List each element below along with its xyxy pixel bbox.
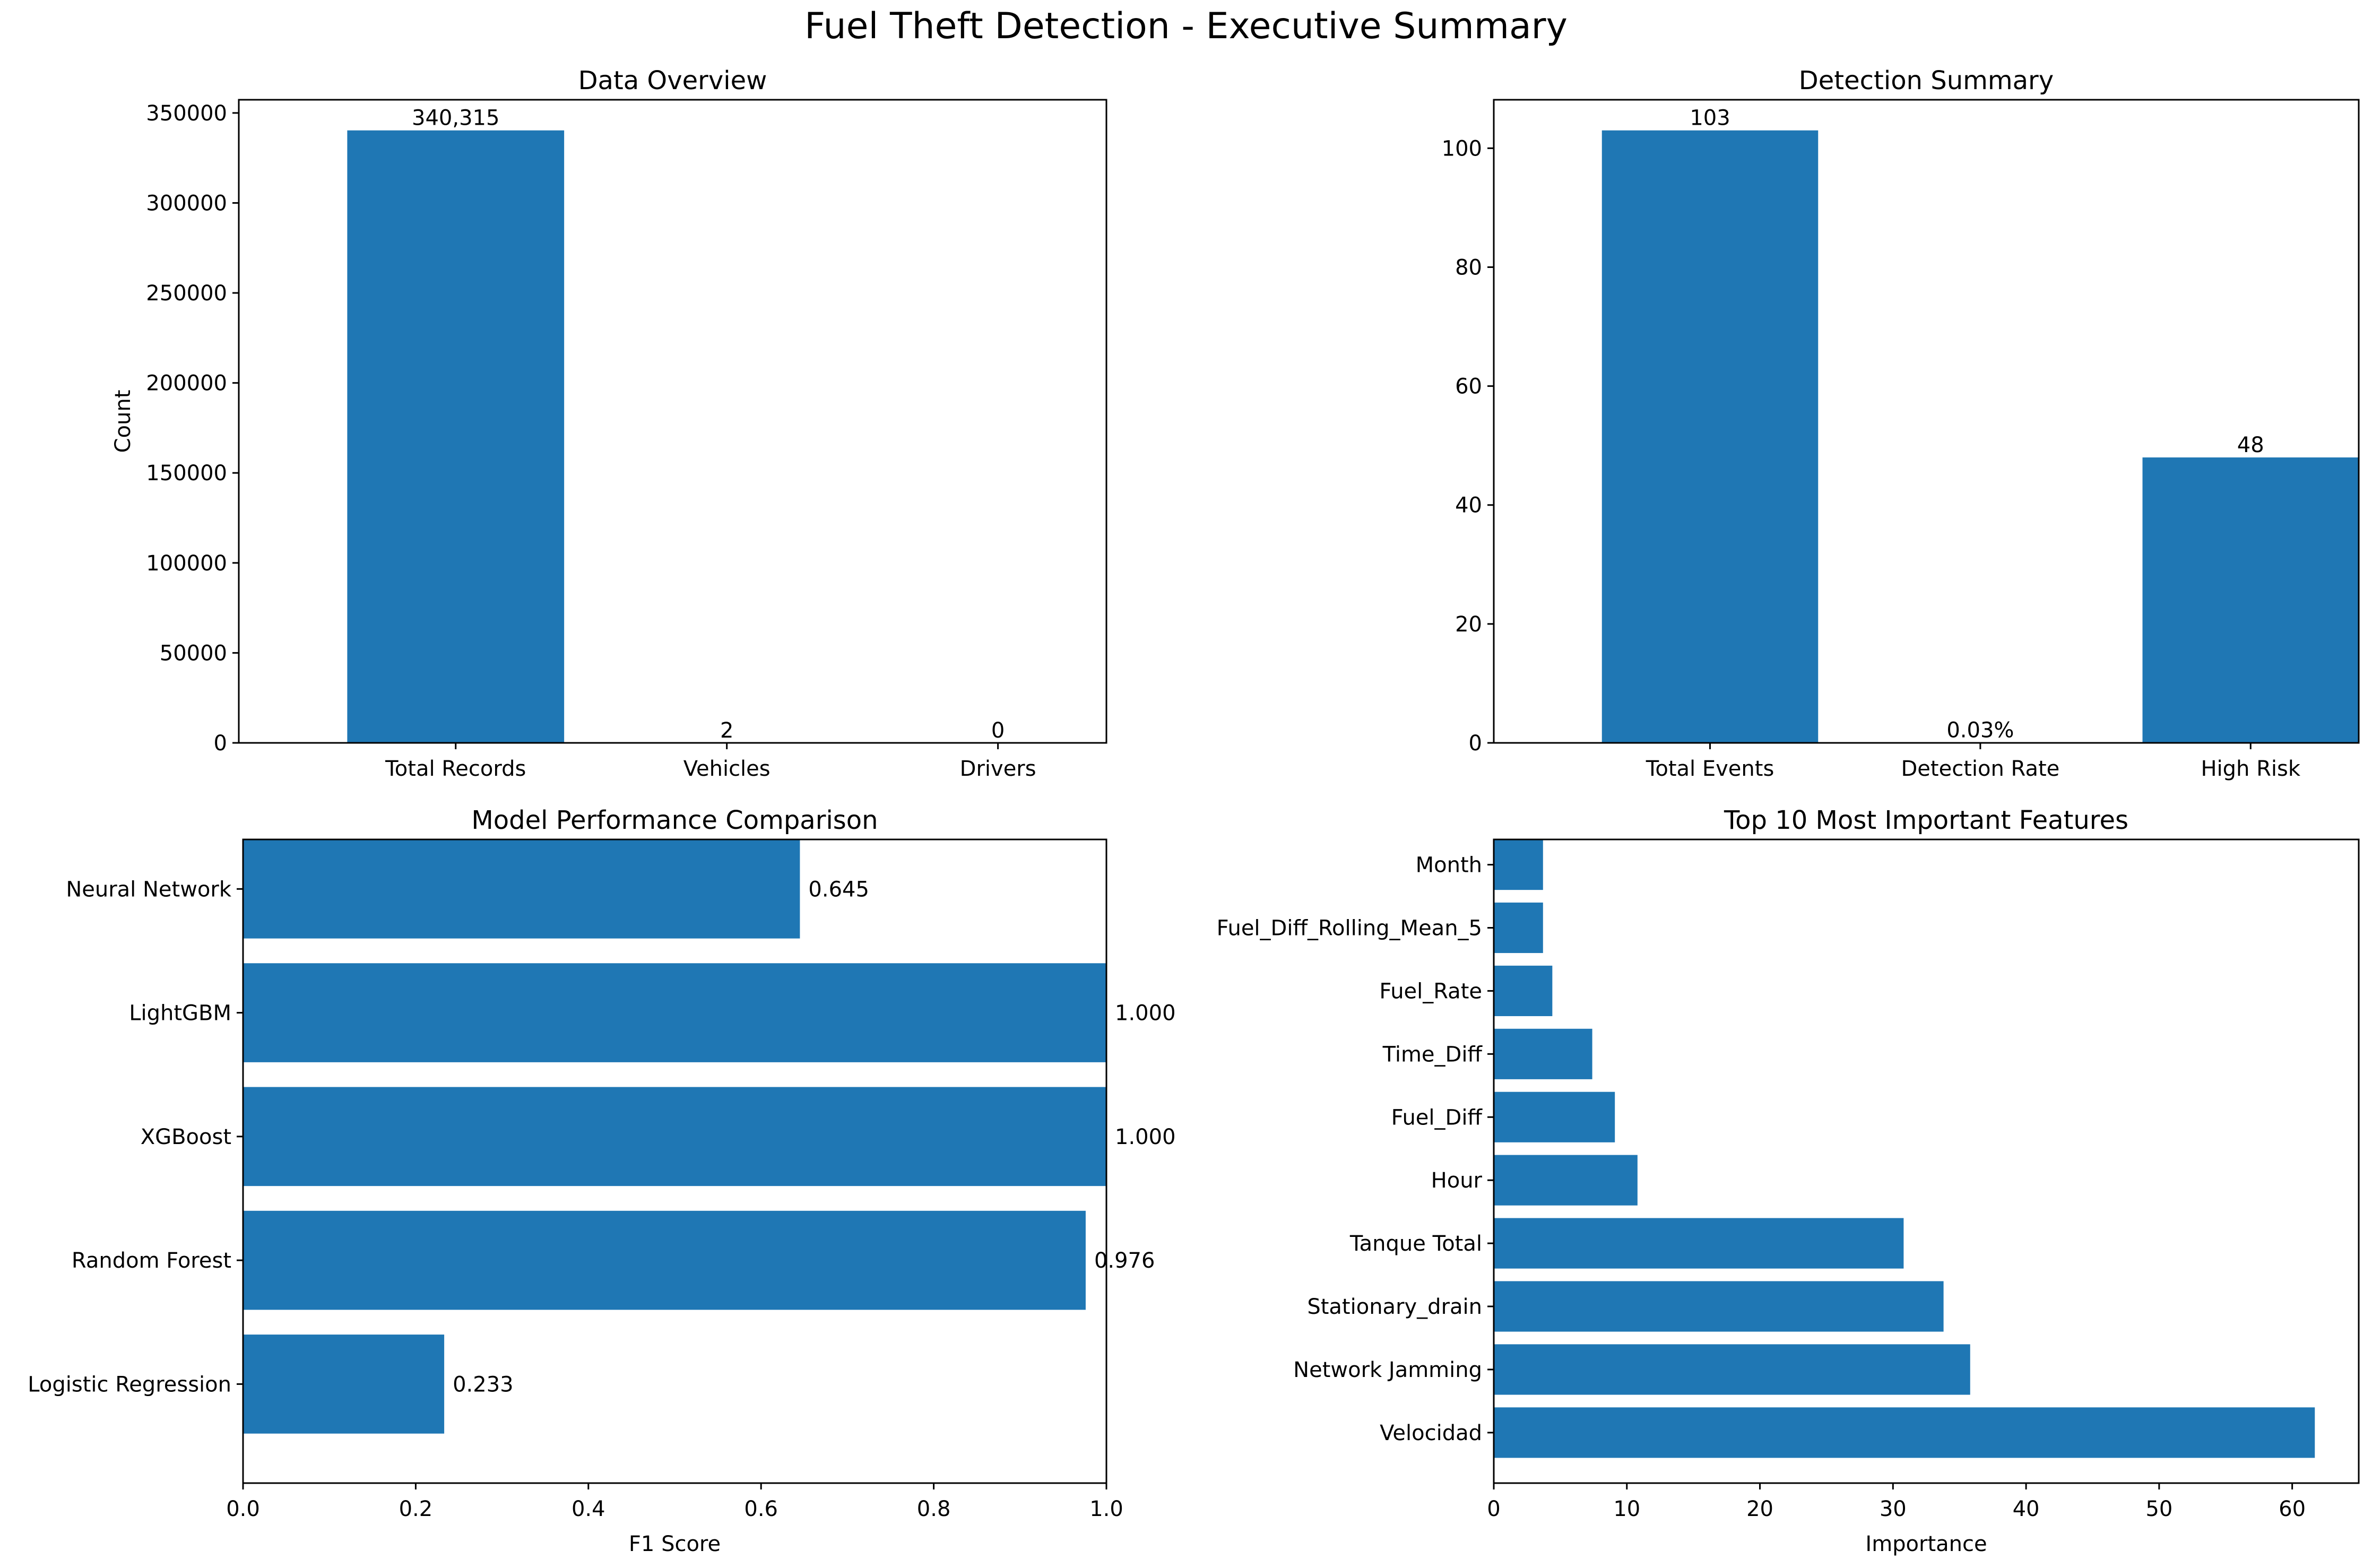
x-tick-label: 0.4: [572, 1497, 605, 1521]
data-label: 0: [991, 718, 1005, 743]
chart-title: Top 10 Most Important Features: [1724, 805, 2128, 835]
x-tick-label: 50: [2145, 1497, 2172, 1521]
bar: [347, 130, 565, 743]
bar: [243, 1087, 1106, 1186]
x-tick-label: Total Events: [1646, 757, 1774, 781]
y-tick-label: Fuel_Diff: [1391, 1105, 1483, 1130]
x-tick-label: 40: [2013, 1497, 2040, 1521]
y-tick-label: Stationary_drain: [1307, 1295, 1482, 1319]
y-tick-label: Tanque Total: [1349, 1232, 1482, 1256]
y-tick-label: Velocidad: [1380, 1421, 1482, 1445]
axes-frame: [242, 838, 1107, 1484]
bar: [243, 839, 800, 939]
chart-title: Model Performance Comparison: [471, 805, 878, 835]
bar: [243, 1210, 1086, 1310]
x-tick-label: 10: [1613, 1497, 1640, 1521]
y-tick-label: 100: [1442, 136, 1482, 161]
bar: [1494, 1091, 1615, 1142]
chart-title: Data Overview: [578, 66, 767, 96]
x-tick-label: 0.0: [226, 1497, 260, 1521]
y-axis-label: Count: [111, 390, 135, 453]
data-label: 1.000: [1115, 1001, 1176, 1026]
bar: [1494, 1281, 1944, 1332]
x-tick-label: 60: [2279, 1497, 2306, 1521]
y-tick-label: 200000: [146, 371, 227, 396]
x-tick-label: 0: [1487, 1497, 1500, 1521]
axes-frame: [238, 99, 1107, 744]
y-tick-label: 40: [1455, 493, 1482, 518]
y-tick-label: Network Jamming: [1293, 1358, 1482, 1382]
y-tick-label: Neural Network: [66, 877, 232, 902]
y-tick-label: Time_Diff: [1382, 1042, 1483, 1067]
y-tick-label: LightGBM: [129, 1001, 231, 1026]
y-tick-label: 50000: [160, 641, 227, 665]
data-label: 340,315: [412, 106, 499, 131]
y-tick-label: Random Forest: [72, 1249, 231, 1273]
x-tick-label: Total Records: [385, 757, 526, 781]
x-tick-label: 0.2: [399, 1497, 433, 1521]
data-label: 48: [2237, 433, 2264, 457]
x-tick-label: 1.0: [1089, 1497, 1123, 1521]
y-tick-label: 80: [1455, 255, 1482, 280]
x-tick-label: High Risk: [2201, 757, 2300, 781]
y-tick-label: 20: [1455, 612, 1482, 637]
y-tick-label: 0: [214, 731, 227, 756]
y-tick-label: 100000: [146, 551, 227, 576]
y-tick-label: 0: [1469, 731, 1482, 756]
data-label: 0.03%: [1946, 718, 2014, 743]
y-tick-label: 300000: [146, 191, 227, 215]
data-label: 2: [720, 718, 733, 743]
y-tick-label: Month: [1416, 853, 1482, 878]
chart-title: Detection Summary: [1799, 66, 2054, 96]
y-tick-label: XGBoost: [141, 1125, 231, 1149]
bar: [1494, 1218, 1904, 1269]
data-label: 0.233: [453, 1372, 514, 1397]
data-label: 1.000: [1115, 1125, 1176, 1149]
y-tick-label: 150000: [146, 461, 227, 486]
y-tick-label: Hour: [1431, 1168, 1483, 1193]
y-tick-label: 350000: [146, 101, 227, 126]
x-tick-label: Drivers: [960, 757, 1036, 781]
axes-frame: [1493, 838, 2360, 1484]
y-tick-label: 60: [1455, 375, 1482, 399]
x-tick-label: 0.6: [744, 1497, 778, 1521]
bar: [1494, 1155, 1638, 1206]
y-tick-label: Fuel_Diff_Rolling_Mean_5: [1217, 916, 1482, 940]
x-tick-label: 20: [1746, 1497, 1773, 1521]
bar: [1494, 902, 1543, 954]
x-tick-label: 30: [1880, 1497, 1907, 1521]
data-label: 0.976: [1094, 1249, 1155, 1273]
bar: [1494, 1028, 1592, 1079]
bar: [1494, 965, 1553, 1016]
y-tick-label: Fuel_Rate: [1379, 979, 1482, 1003]
bar: [1494, 839, 1543, 890]
bar: [243, 1335, 445, 1434]
y-tick-label: Logistic Regression: [28, 1372, 231, 1397]
bar: [1494, 1344, 1970, 1395]
x-tick-label: Vehicles: [683, 757, 771, 781]
bar: [1601, 130, 1819, 743]
x-tick-label: 0.8: [917, 1497, 951, 1521]
x-axis-label: F1 Score: [629, 1532, 721, 1556]
bar: [243, 963, 1106, 1062]
bar: [1494, 1407, 2315, 1458]
y-tick-label: 250000: [146, 281, 227, 306]
x-tick-label: Detection Rate: [1901, 757, 2060, 781]
x-axis-label: Importance: [1865, 1532, 1987, 1556]
data-label: 103: [1690, 106, 1730, 131]
bar: [2142, 457, 2359, 743]
data-label: 0.645: [808, 877, 869, 902]
axes-frame: [1493, 99, 2360, 744]
figure-title: Fuel Theft Detection - Executive Summary: [804, 5, 1568, 47]
